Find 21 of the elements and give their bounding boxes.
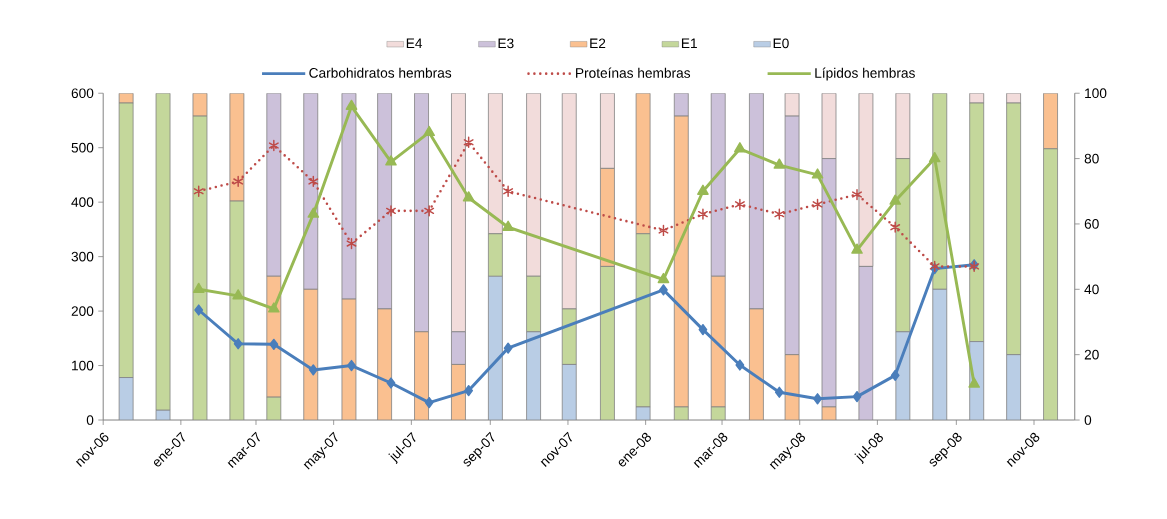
- y-tick-label: 300: [71, 251, 94, 262]
- y2-tick-label: 80: [1084, 153, 1099, 164]
- y2-tick-label: 60: [1084, 219, 1099, 229]
- legend-label: Proteínas hembras: [576, 67, 691, 78]
- legend-label: E4: [406, 38, 423, 48]
- y-tick-label: 200: [71, 306, 94, 316]
- legend-label: E3: [498, 38, 514, 49]
- y-tick-label: 500: [71, 142, 94, 153]
- legend-label: E0: [773, 38, 789, 49]
- legend-label: Carbohidratos hembras: [309, 67, 452, 78]
- y2-tick-label: 0: [1084, 415, 1092, 425]
- y2-tick-label: 20: [1084, 349, 1099, 360]
- legend-label: E2: [590, 38, 606, 48]
- legend-label: E1: [681, 38, 697, 48]
- y-tick-label: 100: [72, 360, 94, 371]
- y-tick-label: 0: [86, 415, 94, 425]
- y2-tick-label: 40: [1084, 284, 1099, 295]
- y-tick-label: 600: [71, 88, 94, 99]
- y2-tick-label: 100: [1085, 88, 1107, 99]
- y-tick-label: 400: [71, 197, 94, 207]
- legend-label: Lípidos hembras: [815, 67, 915, 81]
